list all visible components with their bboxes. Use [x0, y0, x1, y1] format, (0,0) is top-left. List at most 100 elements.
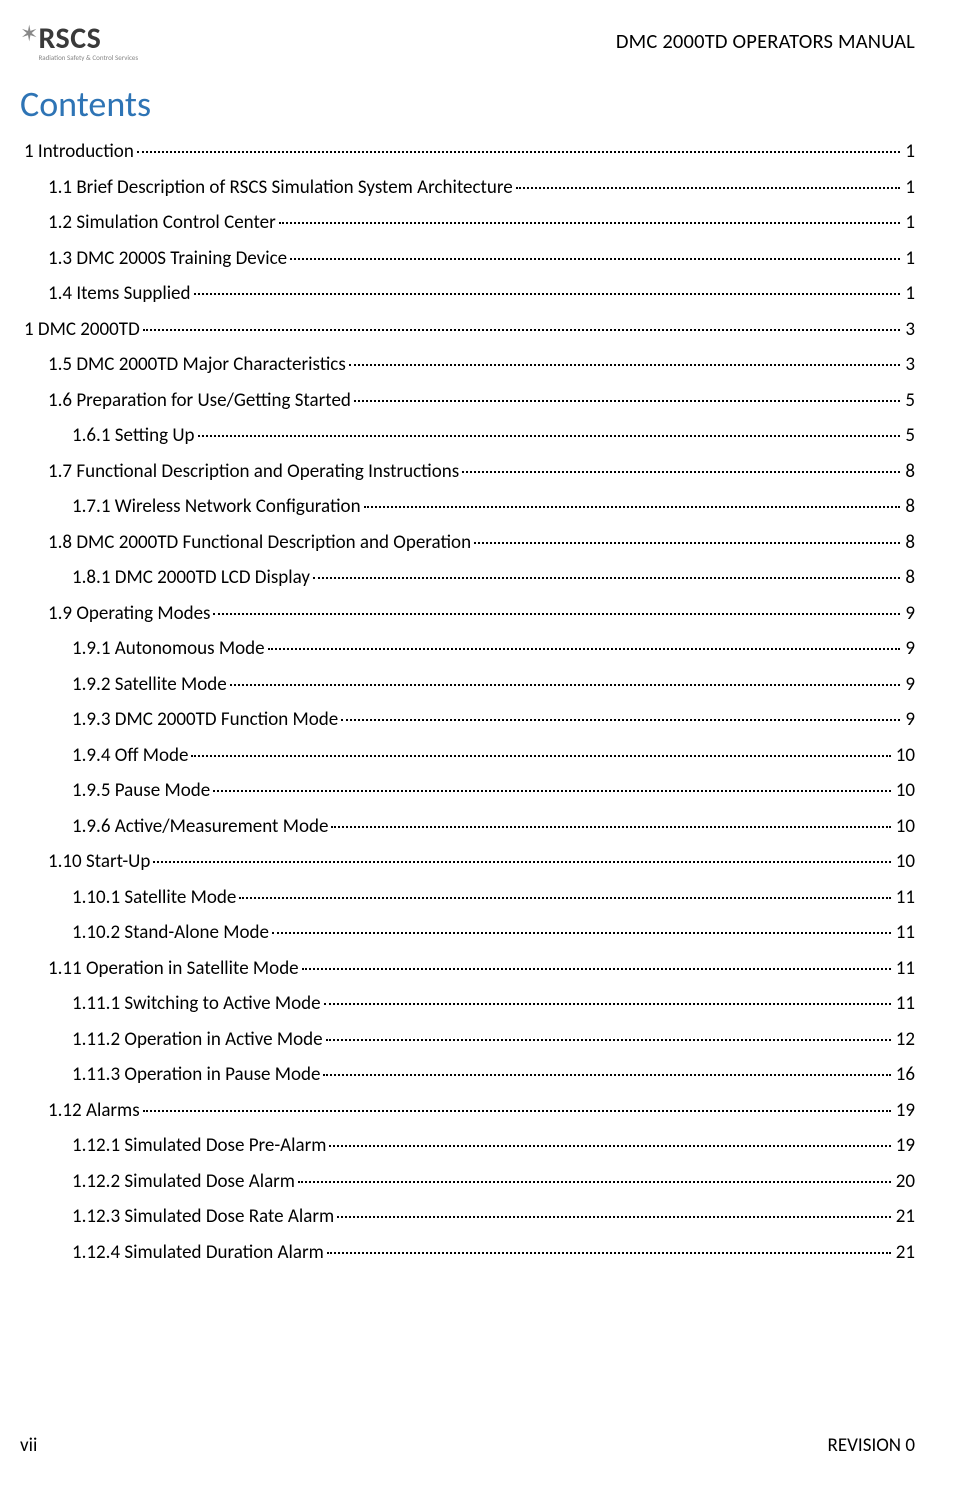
toc-entry[interactable]: 1.10 Start-Up 10 — [24, 850, 915, 873]
toc-entry-label: 1.9.2 Satellite Mode — [72, 673, 227, 696]
toc-entry[interactable]: 1.3 DMC 2000S Training Device1 — [24, 247, 915, 270]
toc-entry[interactable]: 1.12 Alarms19 — [24, 1099, 915, 1122]
toc-entry-page: 11 — [894, 921, 915, 944]
toc-entry-page: 11 — [894, 992, 915, 1015]
toc-entry-label: 1.12.3 Simulated Dose Rate Alarm — [72, 1205, 334, 1228]
document-title: DMC 2000TD OPERATORS MANUAL — [616, 28, 915, 54]
contents-heading: Contents — [20, 82, 915, 126]
toc-entry-label: 1.11 Operation in Satellite Mode — [48, 957, 299, 980]
toc-entry-label: 1.11.1 Switching to Active Mode — [72, 992, 321, 1015]
toc-entry-label: 1 DMC 2000TD — [24, 318, 140, 341]
toc-dot-leader — [331, 826, 890, 828]
toc-entry-page: 10 — [894, 850, 915, 873]
toc-entry-page: 11 — [894, 957, 915, 980]
toc-entry-label: 1.9.1 Autonomous Mode — [72, 637, 265, 660]
toc-dot-leader — [329, 1145, 890, 1147]
toc-entry[interactable]: 1.4 Items Supplied 1 — [24, 282, 915, 305]
toc-entry-page: 10 — [894, 744, 915, 767]
toc-entry[interactable]: 1.12.4 Simulated Duration Alarm 21 — [24, 1241, 915, 1264]
toc-entry[interactable]: 1.9 Operating Modes9 — [24, 602, 915, 625]
toc-dot-leader — [327, 1252, 891, 1254]
toc-entry-page: 10 — [894, 779, 915, 802]
toc-entry-page: 9 — [903, 673, 915, 696]
toc-entry[interactable]: 1.9.3 DMC 2000TD Function Mode9 — [24, 708, 915, 731]
toc-dot-leader — [143, 329, 901, 331]
page-header: ✶ RSCS Radiation Safety & Control Servic… — [20, 20, 915, 66]
toc-entry[interactable]: 1.1 Brief Description of RSCS Simulation… — [24, 176, 915, 199]
toc-entry-label: 1.10 Start-Up — [48, 850, 150, 873]
toc-entry-label: 1.12 Alarms — [48, 1099, 140, 1122]
toc-entry[interactable]: 1 DMC 2000TD3 — [24, 318, 915, 341]
toc-entry-label: 1.8.1 DMC 2000TD LCD Display — [72, 566, 310, 589]
toc-dot-leader — [323, 1074, 890, 1076]
logo-subtitle: Radiation Safety & Control Services — [38, 53, 138, 62]
toc-entry[interactable]: 1 Introduction1 — [24, 140, 915, 163]
toc-entry[interactable]: 1.8.1 DMC 2000TD LCD Display 8 — [24, 566, 915, 589]
toc-entry-label: 1.11.2 Operation in Active Mode — [72, 1028, 323, 1051]
toc-dot-leader — [298, 1181, 891, 1183]
toc-entry[interactable]: 1.10.2 Stand-Alone Mode 11 — [24, 921, 915, 944]
page-number: vii — [20, 1434, 37, 1457]
toc-entry-page: 19 — [894, 1134, 915, 1157]
toc-entry[interactable]: 1.12.2 Simulated Dose Alarm20 — [24, 1170, 915, 1193]
toc-entry-label: 1.10.1 Satellite Mode — [72, 886, 236, 909]
toc-entry[interactable]: 1.11 Operation in Satellite Mode 11 — [24, 957, 915, 980]
toc-entry[interactable]: 1.9.4 Off Mode10 — [24, 744, 915, 767]
toc-entry-page: 1 — [903, 211, 915, 234]
toc-entry-page: 1 — [903, 247, 915, 270]
page-footer: vii REVISION 0 — [20, 1434, 915, 1457]
toc-dot-leader — [198, 435, 901, 437]
toc-entry-page: 9 — [903, 637, 915, 660]
toc-dot-leader — [313, 577, 900, 579]
toc-entry-page: 1 — [903, 282, 915, 305]
toc-entry-label: 1.2 Simulation Control Center — [48, 211, 276, 234]
toc-entry-page: 8 — [903, 495, 915, 518]
toc-dot-leader — [324, 1003, 891, 1005]
toc-dot-leader — [302, 968, 891, 970]
toc-entry[interactable]: 1.11.1 Switching to Active Mode 11 — [24, 992, 915, 1015]
toc-entry[interactable]: 1.2 Simulation Control Center 1 — [24, 211, 915, 234]
toc-entry-label: 1.9.5 Pause Mode — [72, 779, 210, 802]
toc-entry-page: 8 — [903, 566, 915, 589]
toc-entry[interactable]: 1.7 Functional Description and Operating… — [24, 460, 915, 483]
toc-entry-label: 1.12.4 Simulated Duration Alarm — [72, 1241, 324, 1264]
toc-dot-leader — [272, 932, 891, 934]
toc-dot-leader — [191, 755, 890, 757]
toc-entry[interactable]: 1.9.1 Autonomous Mode 9 — [24, 637, 915, 660]
toc-entry[interactable]: 1.9.6 Active/Measurement Mode10 — [24, 815, 915, 838]
toc-entry-page: 21 — [894, 1241, 915, 1264]
toc-entry-label: 1.1 Brief Description of RSCS Simulation… — [48, 176, 513, 199]
toc-dot-leader — [143, 1110, 891, 1112]
toc-entry[interactable]: 1.12.3 Simulated Dose Rate Alarm21 — [24, 1205, 915, 1228]
toc-entry-page: 5 — [903, 424, 915, 447]
toc-entry[interactable]: 1.8 DMC 2000TD Functional Description an… — [24, 531, 915, 554]
toc-entry-label: 1.12.1 Simulated Dose Pre-Alarm — [72, 1134, 326, 1157]
toc-dot-leader — [194, 293, 901, 295]
toc-entry-label: 1.4 Items Supplied — [48, 282, 191, 305]
toc-entry-label: 1.9.3 DMC 2000TD Function Mode — [72, 708, 338, 731]
toc-entry[interactable]: 1.5 DMC 2000TD Major Characteristics3 — [24, 353, 915, 376]
toc-entry-page: 11 — [894, 886, 915, 909]
toc-entry-label: 1.6 Preparation for Use/Getting Started — [48, 389, 351, 412]
toc-entry-page: 9 — [903, 602, 915, 625]
toc-entry-page: 8 — [903, 531, 915, 554]
toc-dot-leader — [354, 400, 900, 402]
toc-entry[interactable]: 1.6 Preparation for Use/Getting Started 5 — [24, 389, 915, 412]
toc-entry-page: 12 — [894, 1028, 915, 1051]
toc-entry-label: 1.10.2 Stand-Alone Mode — [72, 921, 269, 944]
toc-entry[interactable]: 1.9.2 Satellite Mode 9 — [24, 673, 915, 696]
revision-label: REVISION 0 — [828, 1434, 915, 1457]
toc-entry-page: 5 — [903, 389, 915, 412]
toc-entry[interactable]: 1.11.2 Operation in Active Mode 12 — [24, 1028, 915, 1051]
toc-entry[interactable]: 1.12.1 Simulated Dose Pre-Alarm 19 — [24, 1134, 915, 1157]
toc-entry[interactable]: 1.10.1 Satellite Mode 11 — [24, 886, 915, 909]
toc-entry-label: 1.5 DMC 2000TD Major Characteristics — [48, 353, 346, 376]
toc-dot-leader — [462, 471, 900, 473]
toc-entry[interactable]: 1.11.3 Operation in Pause Mode16 — [24, 1063, 915, 1086]
toc-entry[interactable]: 1.6.1 Setting Up5 — [24, 424, 915, 447]
toc-entry[interactable]: 1.9.5 Pause Mode 10 — [24, 779, 915, 802]
toc-entry-label: 1.11.3 Operation in Pause Mode — [72, 1063, 320, 1086]
toc-entry[interactable]: 1.7.1 Wireless Network Configuration8 — [24, 495, 915, 518]
toc-dot-leader — [349, 364, 901, 366]
toc-dot-leader — [153, 861, 890, 863]
